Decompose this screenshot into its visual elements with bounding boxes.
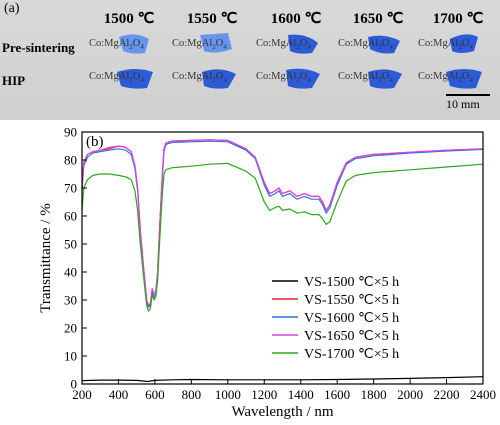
sample-label: Co:MgAl2O4 [172, 38, 227, 52]
sample-photo-panel: (a) 1500 ℃ 1550 ℃ 1600 ℃ 1650 ℃ 1700 ℃ P… [0, 0, 500, 120]
x-tick-label: 600 [145, 387, 165, 402]
temperature-label: 1500 ℃ [103, 11, 155, 27]
temperature-label: 1550 ℃ [186, 11, 238, 27]
transmittance-chart: 200 400 600 800 1000 1200 1400 1600 1800 2000 2200… [38, 125, 496, 421]
x-tick-label: 1200 [251, 387, 277, 402]
x-tick-label: 2200 [434, 387, 460, 402]
sample-label: Co:MgAl2O4 [338, 71, 393, 85]
y-tick-label: 0 [71, 377, 78, 392]
series-layer [81, 139, 484, 383]
series-line-0 [81, 376, 484, 383]
series-line-3 [81, 139, 484, 307]
y-tick-label: 70 [64, 181, 77, 196]
x-tick-label: 1800 [361, 387, 387, 402]
legend-entry: VS-1550 ℃×5 h [304, 293, 399, 308]
sample-label: Co:MgAl2O4 [256, 71, 311, 85]
row-label-pre-sintering: Pre-sintering [2, 40, 75, 55]
row-label-hip: HIP [2, 73, 26, 88]
y-axis-label: Transmittance / % [38, 203, 54, 312]
sample-chip [202, 69, 236, 89]
y-tick-label: 80 [64, 153, 77, 168]
scale-bar [446, 94, 490, 96]
legend-entry: VS-1600 ℃×5 h [304, 311, 399, 326]
legend: VS-1500 ℃×5 h VS-1550 ℃×5 h VS-1600 ℃×5 h V… [272, 275, 399, 362]
sample-label: Co:MgAl2O4 [418, 71, 473, 85]
x-tick-label: 1400 [288, 387, 314, 402]
sample-chip [450, 34, 478, 53]
sample-label: Co:MgAl2O4 [172, 71, 227, 85]
sample-label: Co:MgAl2O4 [338, 38, 393, 52]
sample-chip [288, 34, 318, 54]
sample-label: Co:MgAl2O4 [256, 38, 311, 52]
sample-chip [200, 33, 232, 53]
sample-chip [446, 69, 482, 89]
scale-bar-label: 10 mm [446, 97, 480, 111]
sample-label: Co:MgAl2O4 [89, 71, 144, 85]
sample-chip [117, 69, 153, 89]
sample-chip [368, 35, 400, 54]
series-line-4 [81, 162, 484, 312]
legend-entry: VS-1700 ℃×5 h [304, 347, 399, 362]
x-tick-label: 1000 [215, 387, 241, 402]
temperature-label: 1600 ℃ [270, 11, 322, 27]
x-tick-label: 2000 [397, 387, 423, 402]
y-tick-label: 60 [64, 209, 77, 224]
x-tick-label: 400 [109, 387, 129, 402]
panel-b-label: (b) [86, 134, 104, 150]
sample-chip [368, 69, 402, 89]
x-tick-label: 2400 [470, 387, 496, 402]
y-tick-label: 20 [64, 321, 77, 336]
series-line-2 [81, 140, 484, 308]
x-tick-label: 200 [72, 387, 92, 402]
panel-a-label: (a) [4, 1, 20, 16]
sample-label: Co:MgAl2O4 [89, 38, 144, 52]
temperature-label: 1700 ℃ [432, 11, 484, 27]
temperature-label: 1650 ℃ [352, 11, 404, 27]
transmittance-chart-panel: 200 400 600 800 1000 1200 1400 1600 1800 2000 2200… [0, 120, 500, 425]
legend-entry: VS-1500 ℃×5 h [304, 275, 399, 290]
y-tick-label: 50 [64, 237, 77, 252]
x-tick-label: 800 [182, 387, 202, 402]
ticks-layer: 200 400 600 800 1000 1200 1400 1600 1800 2000 2200… [64, 125, 496, 403]
x-tick-label: 1600 [324, 387, 350, 402]
sample-label: Co:MgAl2O4 [418, 38, 473, 52]
legend-entry: VS-1650 ℃×5 h [304, 329, 399, 344]
y-tick-label: 30 [64, 293, 77, 308]
sample-chip [119, 34, 149, 54]
y-tick-label: 90 [64, 125, 77, 140]
y-tick-label: 10 [64, 349, 77, 364]
sample-chip [286, 68, 320, 89]
plot-frame [81, 131, 484, 385]
y-tick-label: 40 [64, 265, 77, 280]
x-axis-label: Wavelength / nm [231, 404, 333, 420]
